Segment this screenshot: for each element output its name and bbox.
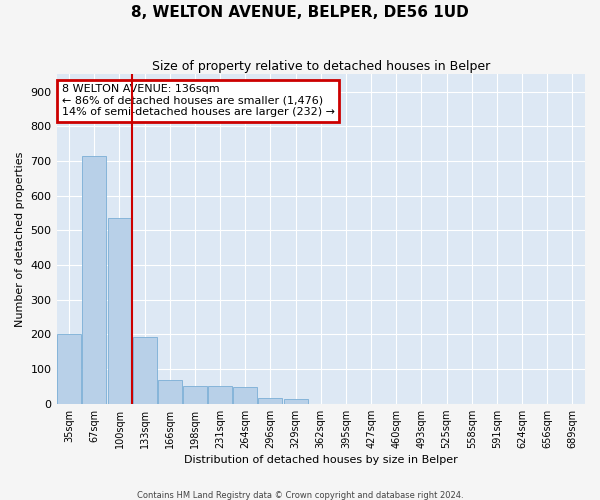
Bar bbox=[133, 336, 157, 404]
Bar bbox=[259, 398, 283, 404]
Bar bbox=[57, 334, 81, 404]
Bar bbox=[284, 399, 308, 404]
Bar bbox=[82, 156, 106, 404]
Text: Contains HM Land Registry data © Crown copyright and database right 2024.: Contains HM Land Registry data © Crown c… bbox=[137, 490, 463, 500]
Bar bbox=[158, 380, 182, 404]
Y-axis label: Number of detached properties: Number of detached properties bbox=[15, 151, 25, 326]
Text: 8 WELTON AVENUE: 136sqm
← 86% of detached houses are smaller (1,476)
14% of semi: 8 WELTON AVENUE: 136sqm ← 86% of detache… bbox=[62, 84, 335, 117]
X-axis label: Distribution of detached houses by size in Belper: Distribution of detached houses by size … bbox=[184, 455, 458, 465]
Bar bbox=[107, 218, 131, 404]
Text: 8, WELTON AVENUE, BELPER, DE56 1UD: 8, WELTON AVENUE, BELPER, DE56 1UD bbox=[131, 5, 469, 20]
Title: Size of property relative to detached houses in Belper: Size of property relative to detached ho… bbox=[152, 60, 490, 73]
Bar bbox=[208, 386, 232, 404]
Bar bbox=[233, 387, 257, 404]
Bar bbox=[183, 386, 207, 404]
